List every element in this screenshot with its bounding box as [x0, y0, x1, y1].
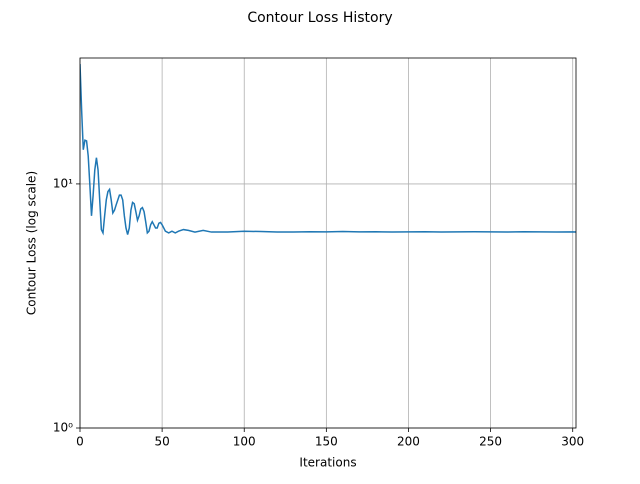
x-tick-label: 250: [479, 435, 502, 449]
x-tick-label: 300: [561, 435, 584, 449]
data-line: [80, 63, 576, 236]
y-tick-label: 10¹: [53, 176, 73, 190]
plot-frame: [79, 57, 577, 429]
x-tick-label: 0: [76, 435, 84, 449]
x-axis-label: Iterations: [299, 456, 356, 470]
y-axis-label: Contour Loss (log scale): [25, 171, 39, 315]
x-tick-label: 150: [315, 435, 338, 449]
chart-title: Contour Loss History: [247, 10, 392, 26]
x-tick-label: 200: [397, 435, 420, 449]
x-tick-label: 100: [233, 435, 256, 449]
y-tick-label: 10⁰: [53, 421, 73, 435]
x-tick-label: 50: [154, 435, 169, 449]
